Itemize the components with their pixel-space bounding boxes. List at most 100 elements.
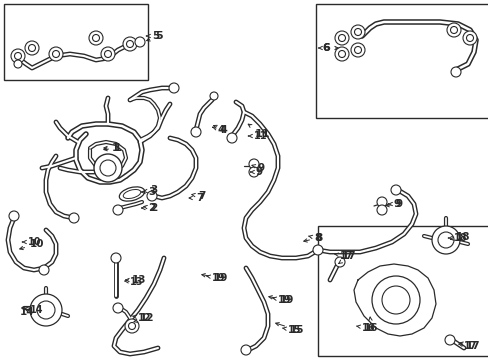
Text: 12: 12 xyxy=(132,313,151,323)
Circle shape xyxy=(376,205,386,215)
Circle shape xyxy=(113,303,123,313)
Ellipse shape xyxy=(119,187,144,201)
Circle shape xyxy=(113,205,123,215)
Circle shape xyxy=(15,53,21,59)
Circle shape xyxy=(126,40,133,48)
Circle shape xyxy=(462,31,476,45)
Text: 19: 19 xyxy=(202,273,228,283)
Text: 19: 19 xyxy=(268,295,294,305)
Circle shape xyxy=(226,133,237,143)
Text: 19: 19 xyxy=(272,295,291,305)
Circle shape xyxy=(92,35,99,41)
Text: 3: 3 xyxy=(142,187,155,197)
Circle shape xyxy=(390,185,400,195)
Circle shape xyxy=(191,127,201,137)
Text: 17: 17 xyxy=(334,251,353,261)
Circle shape xyxy=(111,253,121,263)
Text: 7: 7 xyxy=(189,193,203,203)
Circle shape xyxy=(338,35,345,41)
Circle shape xyxy=(25,41,39,55)
Circle shape xyxy=(147,191,157,201)
Circle shape xyxy=(49,47,63,61)
Circle shape xyxy=(94,154,122,182)
Circle shape xyxy=(28,45,36,51)
Text: 2: 2 xyxy=(142,203,155,213)
Text: 10: 10 xyxy=(20,239,44,249)
Text: 15: 15 xyxy=(275,323,304,335)
Circle shape xyxy=(334,257,345,267)
Bar xyxy=(315,4,488,118)
Circle shape xyxy=(312,245,323,255)
Circle shape xyxy=(466,35,472,41)
Text: 1: 1 xyxy=(103,143,119,153)
Circle shape xyxy=(354,46,361,54)
Circle shape xyxy=(248,159,259,169)
Circle shape xyxy=(248,167,259,177)
Text: 1: 1 xyxy=(103,143,122,153)
Circle shape xyxy=(128,323,135,329)
Text: 16: 16 xyxy=(363,317,378,333)
Text: 9: 9 xyxy=(387,199,400,209)
Text: 18: 18 xyxy=(447,233,467,243)
Text: 7: 7 xyxy=(191,191,205,201)
Text: 5: 5 xyxy=(146,31,163,41)
Circle shape xyxy=(37,301,55,319)
Bar xyxy=(4,4,148,80)
Circle shape xyxy=(11,49,25,63)
Text: 13: 13 xyxy=(125,275,146,285)
Circle shape xyxy=(334,47,348,61)
Text: 17: 17 xyxy=(459,341,480,351)
Text: 15: 15 xyxy=(282,325,301,335)
Text: 16: 16 xyxy=(356,323,375,333)
Circle shape xyxy=(381,286,409,314)
Circle shape xyxy=(444,335,454,345)
Text: 3: 3 xyxy=(143,185,157,195)
Circle shape xyxy=(14,60,22,68)
Text: 9: 9 xyxy=(250,167,263,177)
Text: 9: 9 xyxy=(385,199,402,209)
Circle shape xyxy=(101,47,115,61)
Circle shape xyxy=(69,213,79,223)
Circle shape xyxy=(449,27,457,33)
Circle shape xyxy=(125,319,139,333)
Circle shape xyxy=(89,31,103,45)
Circle shape xyxy=(52,50,60,58)
Circle shape xyxy=(354,28,361,36)
Text: 8: 8 xyxy=(303,233,322,243)
Text: 11: 11 xyxy=(248,131,267,141)
Text: 14: 14 xyxy=(20,307,35,317)
Circle shape xyxy=(446,23,460,37)
Circle shape xyxy=(209,92,218,100)
Circle shape xyxy=(104,50,111,58)
Text: 2: 2 xyxy=(143,203,157,213)
Text: 12: 12 xyxy=(134,313,154,323)
Circle shape xyxy=(241,345,250,355)
Text: 8: 8 xyxy=(308,233,321,243)
Text: 11: 11 xyxy=(248,124,270,139)
Text: 9: 9 xyxy=(251,163,264,173)
Circle shape xyxy=(123,37,137,51)
Bar xyxy=(317,226,488,356)
Circle shape xyxy=(371,276,419,324)
Ellipse shape xyxy=(123,189,141,198)
Circle shape xyxy=(431,226,459,254)
Circle shape xyxy=(39,265,49,275)
Text: 4: 4 xyxy=(213,125,227,135)
Circle shape xyxy=(135,37,145,47)
Text: 6: 6 xyxy=(321,43,337,53)
Circle shape xyxy=(169,83,179,93)
Circle shape xyxy=(376,197,386,207)
Text: 17: 17 xyxy=(338,251,356,264)
Circle shape xyxy=(437,232,453,248)
Circle shape xyxy=(450,67,460,77)
Text: 13: 13 xyxy=(124,277,143,287)
Circle shape xyxy=(350,43,364,57)
Text: 19: 19 xyxy=(206,273,225,283)
Text: 6: 6 xyxy=(318,43,328,53)
Text: 17: 17 xyxy=(457,341,476,351)
Text: 4: 4 xyxy=(212,125,225,135)
Text: 14: 14 xyxy=(24,305,43,315)
Circle shape xyxy=(350,25,364,39)
Circle shape xyxy=(100,160,116,176)
Text: 18: 18 xyxy=(449,232,469,242)
